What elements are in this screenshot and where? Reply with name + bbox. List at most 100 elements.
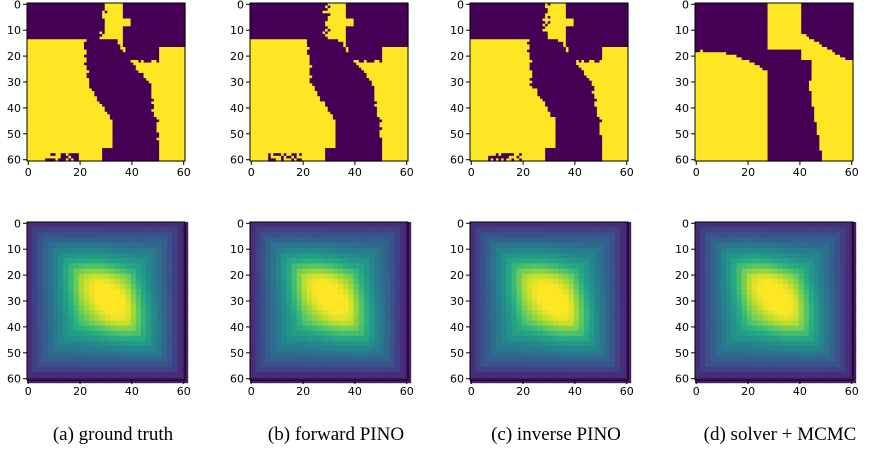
heatmap-cell: [174, 119, 178, 123]
heatmap-cell: [73, 127, 77, 131]
heatmap-cell: [135, 137, 139, 141]
heatmap-cell: [45, 15, 49, 20]
heatmap-cell: [117, 28, 121, 33]
heatmap-cell: [58, 85, 62, 90]
heatmap-cell: [115, 98, 119, 103]
heatmap-cell: [182, 140, 186, 144]
heatmap-cell: [99, 98, 103, 103]
heatmap-cell: [27, 127, 31, 131]
heatmap-cell: [45, 5, 49, 9]
heatmap-cell: [130, 150, 134, 154]
heatmap-cell: [166, 28, 171, 33]
heatmap-cell: [29, 132, 33, 136]
heatmap-cell: [164, 124, 168, 128]
heatmap-cell: [55, 67, 59, 71]
heatmap-cell: [169, 88, 173, 92]
heatmap-cell: [99, 75, 103, 79]
heatmap-cell: [52, 5, 57, 9]
heatmap-cell: [27, 148, 31, 152]
heatmap-cell: [45, 41, 49, 46]
heatmap-cell: [89, 150, 93, 154]
heatmap-cell: [58, 13, 62, 17]
heatmap-cell: [42, 127, 46, 131]
heatmap-cell: [109, 10, 114, 14]
heatmap-cell: [115, 83, 119, 87]
heatmap-cell: [71, 96, 75, 100]
heatmap-cell: [94, 3, 98, 7]
heatmap-cell: [47, 148, 51, 152]
heatmap-cell: [86, 5, 90, 9]
heatmap-cell: [83, 5, 88, 9]
heatmap-cell: [29, 75, 33, 79]
heatmap-cell: [63, 34, 67, 38]
heatmap-cell: [177, 47, 181, 51]
heatmap-cell: [146, 18, 150, 22]
heatmap-cell: [65, 137, 70, 141]
heatmap-cell: [146, 75, 150, 79]
heatmap-cell: [96, 31, 101, 35]
heatmap-cell: [140, 57, 145, 61]
heatmap-cell: [58, 137, 62, 141]
heatmap-cell: [174, 150, 178, 154]
heatmap-cell: [115, 15, 119, 20]
heatmap-cell: [166, 96, 171, 100]
heatmap-cell: [107, 3, 111, 7]
heatmap-cell: [47, 13, 51, 17]
heatmap-cell: [60, 57, 64, 61]
heatmap-cell: [81, 67, 85, 71]
heatmap-cell: [128, 3, 132, 7]
heatmap-cell: [73, 114, 77, 118]
heatmap-cell: [159, 145, 163, 149]
heatmap-cell: [140, 21, 145, 25]
heatmap-cell: [159, 101, 163, 105]
heatmap-cell: [86, 13, 90, 17]
heatmap-cell: [60, 28, 64, 33]
heatmap-cell: [115, 5, 119, 9]
heatmap-cell: [166, 80, 171, 84]
heatmap-cell: [135, 47, 139, 51]
heatmap-cell: [99, 135, 103, 139]
heatmap-cell: [117, 21, 121, 25]
heatmap-cell: [164, 83, 168, 87]
heatmap-cell: [60, 26, 64, 30]
heatmap-cell: [148, 98, 152, 103]
heatmap-cell: [135, 119, 139, 123]
heatmap-cell: [128, 47, 132, 51]
heatmap-cell: [45, 67, 49, 71]
heatmap-cell: [128, 116, 132, 121]
heatmap-cell: [166, 114, 171, 118]
heatmap-cell: [86, 119, 90, 123]
heatmap-cell: [125, 106, 129, 110]
heatmap-cell: [177, 80, 181, 84]
heatmap-cell: [174, 132, 178, 136]
heatmap-cell: [182, 23, 186, 27]
heatmap-cell: [102, 116, 106, 121]
heatmap-cell: [45, 8, 49, 12]
heatmap-cell: [37, 23, 41, 27]
heatmap-cell: [153, 23, 158, 27]
heatmap-cell: [104, 129, 108, 134]
heatmap-cell: [161, 3, 165, 7]
heatmap-cell: [153, 72, 158, 77]
heatmap-cell: [128, 49, 132, 53]
heatmap-cell: [58, 111, 62, 115]
heatmap-cell: [164, 3, 168, 7]
heatmap-cell: [128, 96, 132, 100]
heatmap-cell: [58, 104, 62, 108]
heatmap-cell: [91, 65, 95, 69]
heatmap-cell: [182, 78, 186, 82]
heatmap-cell: [91, 57, 95, 61]
heatmap-cell: [117, 47, 121, 51]
heatmap-cell: [135, 5, 139, 9]
heatmap-cell: [164, 52, 168, 56]
heatmap-cell: [27, 72, 31, 77]
heatmap-cell: [60, 119, 64, 123]
heatmap-cell: [99, 26, 103, 30]
heatmap-cell: [104, 54, 108, 58]
heatmap-cell: [138, 106, 142, 110]
heatmap-cell: [164, 101, 168, 105]
heatmap-cell: [135, 104, 139, 108]
heatmap-cell: [156, 49, 160, 53]
heatmap-cell: [96, 91, 101, 95]
heatmap-cell: [60, 80, 64, 84]
